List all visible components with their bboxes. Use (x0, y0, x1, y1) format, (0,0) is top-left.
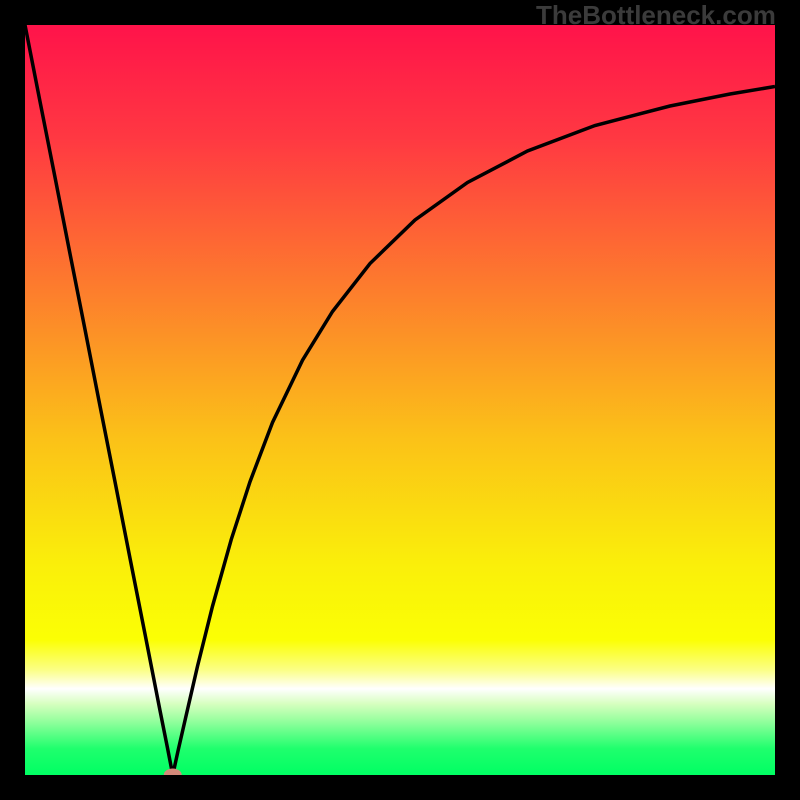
gradient-background (25, 25, 775, 775)
bottleneck-chart (0, 0, 800, 800)
watermark-text: TheBottleneck.com (536, 0, 776, 31)
chart-frame (0, 0, 800, 800)
plot-area (25, 25, 775, 782)
